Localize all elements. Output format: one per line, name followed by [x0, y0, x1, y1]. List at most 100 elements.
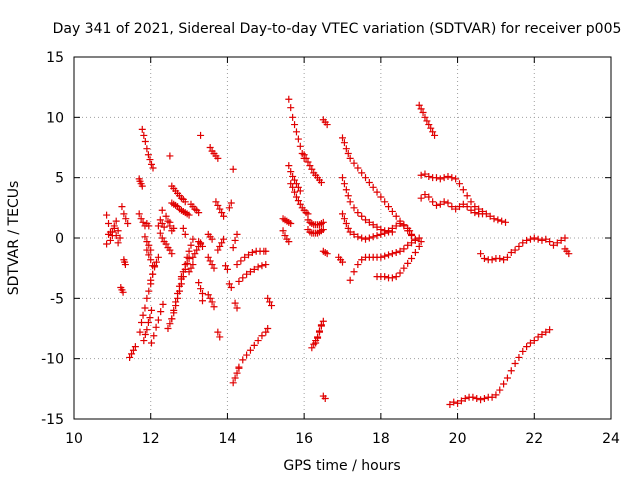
data-point [365, 178, 373, 186]
data-point [210, 264, 218, 272]
data-point [151, 263, 159, 271]
data-point [388, 224, 396, 232]
y-tick-label: 15 [46, 50, 64, 66]
data-point [149, 270, 157, 278]
data-point [431, 131, 439, 139]
data-point [156, 216, 164, 224]
series-arc-72 [417, 170, 510, 226]
data-point [195, 279, 203, 287]
data-point [212, 198, 220, 206]
data-point [342, 220, 350, 228]
series-arc-28 [187, 200, 203, 217]
data-point [546, 326, 554, 334]
data-point [354, 261, 362, 269]
data-point [158, 234, 166, 242]
data-point [198, 242, 206, 250]
data-point [340, 215, 348, 223]
data-point [302, 154, 310, 162]
data-point [503, 253, 511, 261]
data-point [319, 218, 327, 226]
series-arc-02 [103, 222, 122, 248]
data-point [279, 227, 287, 235]
data-point [448, 174, 456, 182]
data-point [321, 394, 329, 402]
data-point [166, 246, 174, 254]
data-point [429, 128, 437, 136]
data-point [342, 145, 350, 153]
x-tick-label: 18 [372, 431, 390, 447]
data-point [208, 298, 216, 306]
data-point [492, 391, 500, 399]
data-point [216, 205, 224, 213]
data-point [358, 256, 366, 264]
data-point [214, 154, 222, 162]
data-point [419, 109, 427, 117]
data-point [471, 203, 479, 211]
data-point [229, 244, 237, 252]
x-tick-label: 22 [525, 431, 543, 447]
data-point [254, 337, 262, 345]
data-point [454, 399, 462, 407]
data-point [140, 131, 148, 139]
data-point [417, 105, 425, 113]
data-point [198, 290, 206, 298]
data-point [561, 234, 569, 242]
data-point [135, 210, 143, 218]
series-arc-23 [158, 206, 178, 232]
data-point [358, 169, 366, 177]
data-point [147, 339, 155, 347]
data-point [206, 257, 214, 265]
data-point [140, 337, 148, 345]
series-arc-26 [179, 224, 189, 238]
data-point [206, 294, 214, 302]
data-point [185, 211, 193, 219]
series-arc-63 [319, 247, 331, 258]
data-point [229, 379, 237, 387]
data-point [519, 239, 527, 247]
data-point [214, 201, 222, 209]
series-arc-76 [446, 326, 554, 409]
data-point [291, 188, 299, 196]
series-arc-06 [126, 343, 139, 361]
data-point [136, 328, 144, 336]
data-point [346, 228, 354, 236]
y-tick-label: 0 [55, 231, 64, 247]
series-arc-45 [229, 230, 241, 252]
data-point [264, 294, 272, 302]
series-arc-47 [229, 364, 243, 387]
data-point [369, 183, 377, 191]
data-point [239, 274, 247, 282]
data-point [417, 194, 425, 202]
data-point [147, 306, 155, 314]
data-point [162, 240, 170, 248]
chart-title: Day 341 of 2021, Sidereal Day-to-day VTE… [53, 21, 622, 37]
data-point [204, 253, 212, 261]
data-point [103, 211, 111, 219]
data-point [266, 298, 274, 306]
data-point [340, 180, 348, 188]
series-arc-34 [204, 253, 218, 272]
data-point [294, 197, 302, 205]
data-point [195, 209, 203, 217]
data-point [385, 227, 393, 235]
data-point [187, 264, 195, 272]
data-point [227, 199, 235, 207]
series-arc-43 [225, 280, 235, 291]
series-arc-48 [235, 325, 272, 371]
data-point [223, 265, 231, 273]
series-arc-15 [147, 300, 167, 347]
data-point [530, 337, 538, 345]
series-arc-53 [279, 227, 293, 246]
data-point [312, 339, 320, 347]
series-arc-41 [222, 262, 231, 273]
data-point [105, 220, 113, 228]
data-point [292, 193, 300, 201]
data-point [388, 250, 396, 258]
data-point [287, 220, 295, 228]
data-point [415, 101, 423, 109]
series-arc-10 [136, 262, 159, 336]
series-arc-74 [477, 234, 569, 264]
data-point [243, 351, 251, 359]
series-arc-38 [212, 198, 228, 220]
axis-ticks [73, 56, 612, 420]
